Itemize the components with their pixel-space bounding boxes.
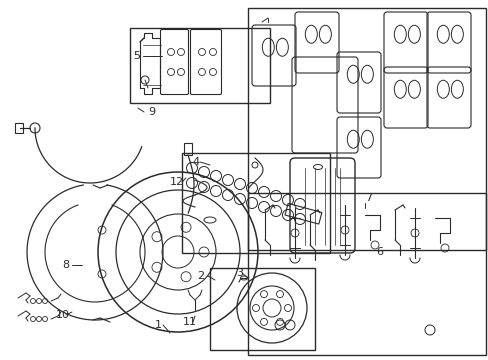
Text: 6: 6 <box>376 247 383 257</box>
Bar <box>247 193 485 355</box>
Bar <box>247 8 485 250</box>
Text: 3: 3 <box>236 268 243 278</box>
Text: 4: 4 <box>192 157 199 167</box>
Bar <box>285 203 321 224</box>
Text: 7: 7 <box>364 193 371 203</box>
Text: 11: 11 <box>183 317 197 327</box>
Text: 10: 10 <box>56 310 70 320</box>
Text: 9: 9 <box>148 107 155 117</box>
Text: 2: 2 <box>197 271 203 281</box>
Text: 8: 8 <box>62 260 69 270</box>
Bar <box>15 123 23 133</box>
Bar <box>182 153 329 253</box>
Text: 5: 5 <box>133 51 140 61</box>
Bar <box>130 28 269 103</box>
Bar <box>183 143 192 155</box>
Text: 1: 1 <box>155 320 162 330</box>
Bar <box>209 268 314 350</box>
Text: 12: 12 <box>170 177 184 187</box>
